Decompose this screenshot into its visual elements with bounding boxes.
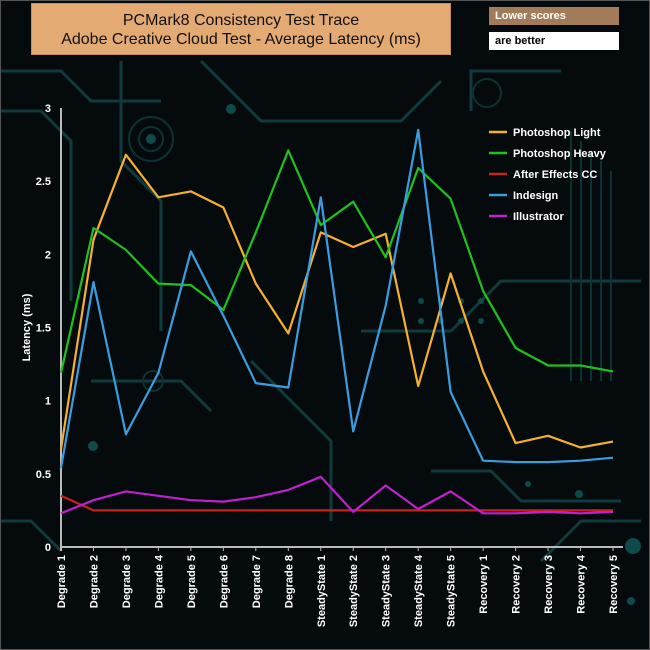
note-lower-scores: Lower scores xyxy=(489,7,619,25)
x-tick-label: Degrade 2 xyxy=(88,555,100,608)
y-tick-label: 3 xyxy=(45,103,51,115)
x-tick-label: Degrade 6 xyxy=(218,555,230,608)
chart-title: PCMark8 Consistency Test Trace xyxy=(122,12,360,29)
x-tick-label: Recovery 3 xyxy=(543,555,555,614)
y-tick-label: 0 xyxy=(45,542,51,554)
x-tick-label: Degrade 8 xyxy=(283,555,295,608)
x-tick-label: Degrade 5 xyxy=(186,555,198,608)
y-tick-label: 2 xyxy=(45,249,51,261)
y-tick-label: 1.5 xyxy=(36,323,51,335)
x-tick-label: Degrade 4 xyxy=(153,554,165,608)
series-line-1 xyxy=(59,149,614,374)
x-tick-label: SteadyState 5 xyxy=(446,555,458,627)
x-tick-label: SteadyState 1 xyxy=(316,555,328,627)
series-line-3 xyxy=(59,128,614,469)
x-tick-label: Recovery 2 xyxy=(511,555,523,614)
x-tick-label: Recovery 1 xyxy=(478,555,490,614)
y-tick-label: 2.5 xyxy=(36,176,51,188)
x-tick-label: Recovery 4 xyxy=(576,554,588,614)
series-line-0 xyxy=(59,153,614,450)
y-tick-label: 0.5 xyxy=(36,469,51,481)
chart-subtitle: Adobe Creative Cloud Test - Average Late… xyxy=(61,31,421,48)
x-tick-label: SteadyState 2 xyxy=(348,555,360,627)
x-tick-label: Degrade 1 xyxy=(56,555,68,608)
x-tick-label: Degrade 3 xyxy=(121,555,133,608)
series-line-2 xyxy=(60,494,613,512)
y-tick-label: 1 xyxy=(45,396,51,408)
series-line-4 xyxy=(60,475,614,515)
legend-entry: Indesign xyxy=(513,190,559,202)
legend-entry: After Effects CC xyxy=(513,169,597,181)
legend-entry: Photoshop Heavy xyxy=(513,148,607,160)
legend-entry: Illustrator xyxy=(513,211,564,223)
legend-entry: Photoshop Light xyxy=(513,127,601,139)
x-tick-label: SteadyState 4 xyxy=(413,554,425,627)
y-axis-label: Latency (ms) xyxy=(21,293,33,361)
note-are-better: are better xyxy=(489,32,619,50)
x-tick-label: Degrade 7 xyxy=(251,555,263,608)
chart-title-box: PCMark8 Consistency Test Trace Adobe Cre… xyxy=(31,3,451,55)
x-tick-label: Recovery 5 xyxy=(608,555,620,614)
x-tick-label: SteadyState 3 xyxy=(381,555,393,627)
